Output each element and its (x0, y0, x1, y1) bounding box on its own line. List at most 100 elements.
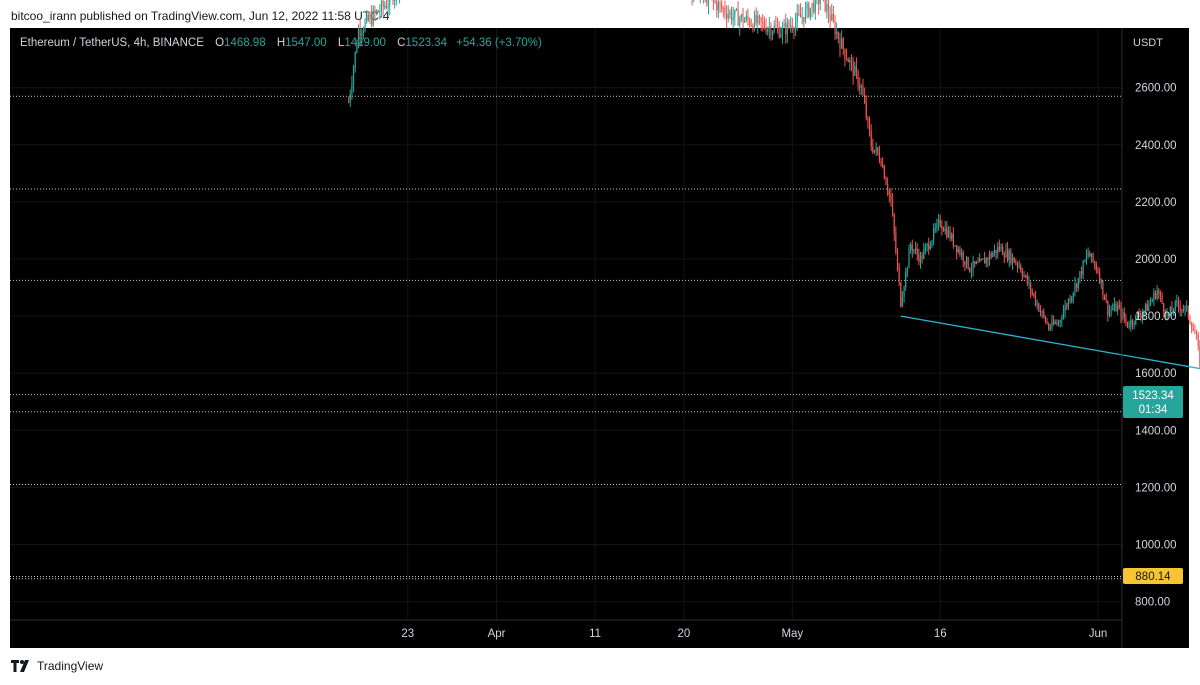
candle-body (1108, 310, 1111, 316)
candle-body (868, 120, 871, 132)
y-tick-label: 1200.00 (1135, 482, 1177, 494)
candle-body (1184, 306, 1186, 310)
price-tag: 1523.34 01:34 (1123, 386, 1183, 418)
candle-body (1156, 290, 1158, 299)
candle-body (974, 261, 976, 264)
candle-body (850, 60, 853, 62)
candle-body (354, 51, 356, 68)
candle-body (1159, 293, 1162, 296)
candle-body (944, 227, 946, 232)
candle-body (1000, 246, 1002, 250)
candle-body (1094, 261, 1096, 265)
candle-body (990, 253, 992, 257)
candle-body (773, 25, 775, 32)
candle-body (1130, 320, 1132, 327)
candle-body (834, 20, 836, 35)
candle-body (1100, 280, 1102, 283)
candle-body (775, 25, 777, 27)
candle-body (351, 84, 353, 94)
candle-body (1172, 310, 1175, 312)
candle-body (946, 227, 948, 238)
candle-body (993, 249, 996, 254)
candle-body (1084, 260, 1086, 262)
candle-body (1113, 303, 1116, 309)
candle-body (933, 228, 935, 241)
candle-body (1016, 263, 1019, 266)
candle-body (1021, 271, 1023, 277)
legend-high-label: H (276, 37, 286, 49)
candle-body (1197, 334, 1199, 346)
candle-body (1059, 320, 1061, 322)
candle-body (980, 259, 982, 261)
candle-body (747, 15, 749, 20)
candle-body (1133, 323, 1135, 325)
candle-body (857, 71, 859, 86)
horizontal-levels (10, 95, 1122, 580)
candle-body (811, 3, 813, 8)
candle-body (801, 16, 803, 18)
candle-body (793, 29, 795, 31)
candle-body (1048, 323, 1050, 329)
candle-body (707, 0, 710, 4)
candle-body (1195, 333, 1198, 335)
candle-body (965, 257, 968, 265)
candle-body (1099, 272, 1101, 283)
candle-body (1092, 253, 1094, 262)
candle-body (1041, 311, 1043, 313)
candle-body (969, 268, 971, 272)
candle-body (1030, 282, 1032, 292)
x-tick-label: Jun (1089, 628, 1108, 640)
candle-body (813, 3, 815, 13)
candle-body (1054, 322, 1056, 324)
tradingview-footer[interactable]: TradingView (11, 659, 103, 673)
candle-body (905, 271, 907, 288)
price-tag-countdown: 01:34 (1139, 404, 1168, 416)
candle-body (864, 94, 866, 103)
candle-body (717, 2, 719, 11)
candle-body (739, 18, 741, 26)
candle-body (911, 244, 913, 251)
candle-body (1128, 326, 1130, 328)
candle-body (919, 255, 922, 263)
candle-body (1168, 313, 1170, 315)
candle-body (706, 0, 708, 4)
candle-body (1154, 292, 1157, 299)
candle-body (837, 31, 839, 39)
candle-body (727, 14, 729, 19)
candle-body (372, 10, 374, 25)
candle-body (893, 214, 895, 234)
candle-body (798, 12, 800, 14)
candle-body (772, 31, 774, 36)
candle-body (788, 21, 790, 27)
candle-body (786, 21, 788, 35)
candle-body (880, 160, 882, 166)
candle-body (1115, 303, 1117, 312)
trendline[interactable] (900, 315, 1200, 382)
candle-body (1072, 292, 1074, 297)
candle-body (714, 0, 716, 3)
candle-body (1046, 321, 1048, 324)
candle-body (1069, 299, 1071, 302)
candle-body (1018, 265, 1020, 267)
candle-body (1011, 257, 1014, 264)
candle-body (765, 27, 767, 33)
publish-caption: bitcoo_irann published on TradingView.co… (11, 9, 390, 23)
legend-low-value: 1429.00 (344, 37, 386, 49)
candle-body (890, 194, 892, 201)
y-tick-label: 2600.00 (1135, 83, 1177, 95)
candle-body (896, 252, 899, 267)
candle-body (712, 0, 715, 1)
candle-body (1023, 275, 1025, 277)
candle-body (918, 254, 920, 263)
candle-body (951, 233, 953, 239)
candle-body (356, 46, 358, 52)
candle-body (1186, 305, 1188, 307)
candle-body (977, 262, 979, 264)
candle-body (928, 243, 930, 250)
candle-body (1071, 296, 1073, 302)
candle-body (1076, 283, 1078, 288)
candle-body (803, 16, 805, 22)
candle-body (371, 15, 373, 25)
candle-body (926, 243, 928, 247)
